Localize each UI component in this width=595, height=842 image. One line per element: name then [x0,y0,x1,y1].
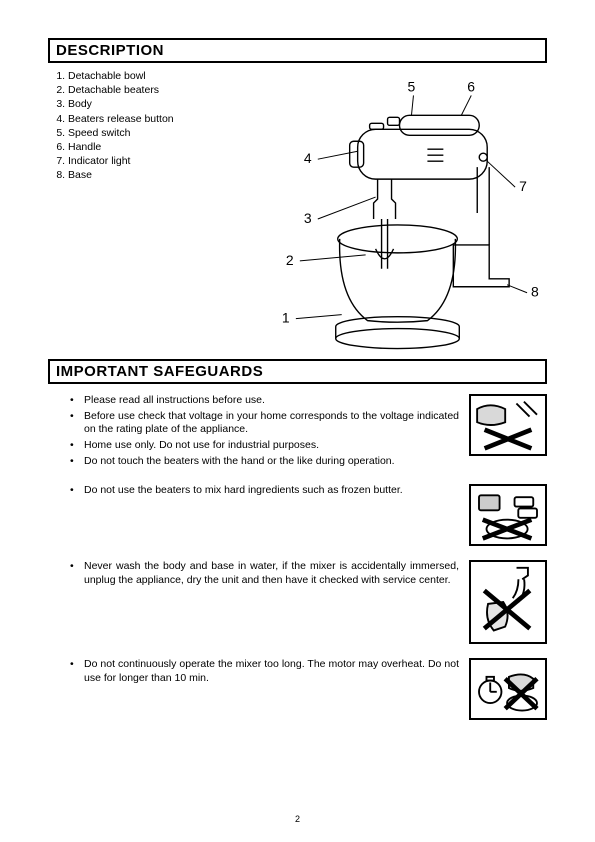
list-item: Before use check that voltage in your ho… [70,410,459,437]
list-item: Do not continuously operate the mixer to… [70,658,459,685]
safeguard-group: Do not use the beaters to mix hard ingre… [48,484,547,546]
diagram-label: 5 [407,78,415,94]
safeguard-group: Please read all instructions before use.… [48,394,547,470]
safeguards-header: IMPORTANT SAFEGUARDS [48,359,547,384]
list-item: Detachable bowl [68,69,258,83]
list-item: Handle [68,140,258,154]
list-item: Speed switch [68,126,258,140]
safeguard-group: Do not continuously operate the mixer to… [48,658,547,720]
safeguard-text: Do not continuously operate the mixer to… [48,658,459,687]
diagram-label: 6 [467,78,475,94]
list-item: Indicator light [68,154,258,168]
diagram-label: 8 [531,284,539,300]
parts-list: Detachable bowl Detachable beaters Body … [48,69,258,182]
list-item: Detachable beaters [68,83,258,97]
list-item: Base [68,168,258,182]
list-item: Do not use the beaters to mix hard ingre… [70,484,459,498]
diagram-label: 4 [304,150,312,166]
list-item: Do not touch the beaters with the hand o… [70,455,459,469]
description-title: DESCRIPTION [56,42,539,59]
list-item: Never wash the body and base in water, i… [70,560,459,587]
safeguard-text: Please read all instructions before use.… [48,394,459,470]
diagram-label: 2 [286,252,294,268]
diagram-label: 3 [304,210,312,226]
list-item: Please read all instructions before use. [70,394,459,408]
diagram-label: 1 [282,310,290,326]
list-item: Home use only. Do not use for industrial… [70,439,459,453]
list-item: Body [68,97,258,111]
description-header: DESCRIPTION [48,38,547,63]
page-number: 2 [0,814,595,824]
no-water-icon [469,560,547,644]
safeguard-text: Never wash the body and base in water, i… [48,560,459,589]
safeguards-body: Please read all instructions before use.… [48,394,547,720]
safeguards-title: IMPORTANT SAFEGUARDS [56,363,539,380]
no-long-use-icon [469,658,547,720]
diagram-label: 7 [519,178,527,194]
description-body: Detachable bowl Detachable beaters Body … [48,69,547,359]
no-hard-ingredients-icon [469,484,547,546]
no-touch-beaters-icon [469,394,547,456]
mixer-diagram: 1 2 3 4 5 6 7 8 [258,69,547,359]
list-item: Beaters release button [68,112,258,126]
safeguard-text: Do not use the beaters to mix hard ingre… [48,484,459,500]
safeguard-group: Never wash the body and base in water, i… [48,560,547,644]
